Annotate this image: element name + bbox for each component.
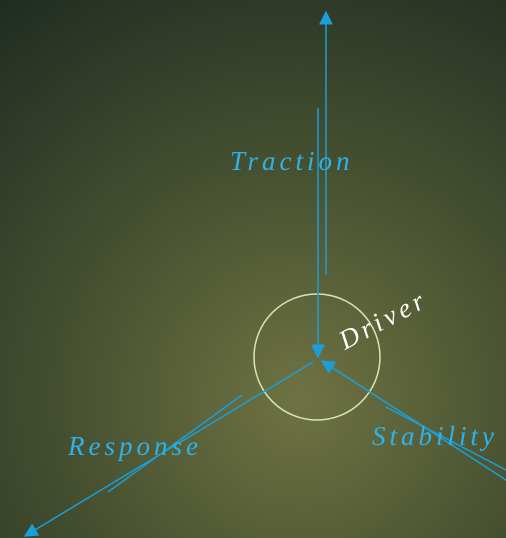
arrow-stability-out <box>385 406 506 471</box>
arrow-response-out <box>23 361 314 537</box>
driver-circle <box>253 293 381 421</box>
stability-label: Stability <box>372 421 498 451</box>
arrow-response-in <box>107 394 243 493</box>
response-label: Response <box>67 431 202 461</box>
arrow-stability-in <box>320 360 506 481</box>
traction-label: Traction <box>230 146 354 176</box>
